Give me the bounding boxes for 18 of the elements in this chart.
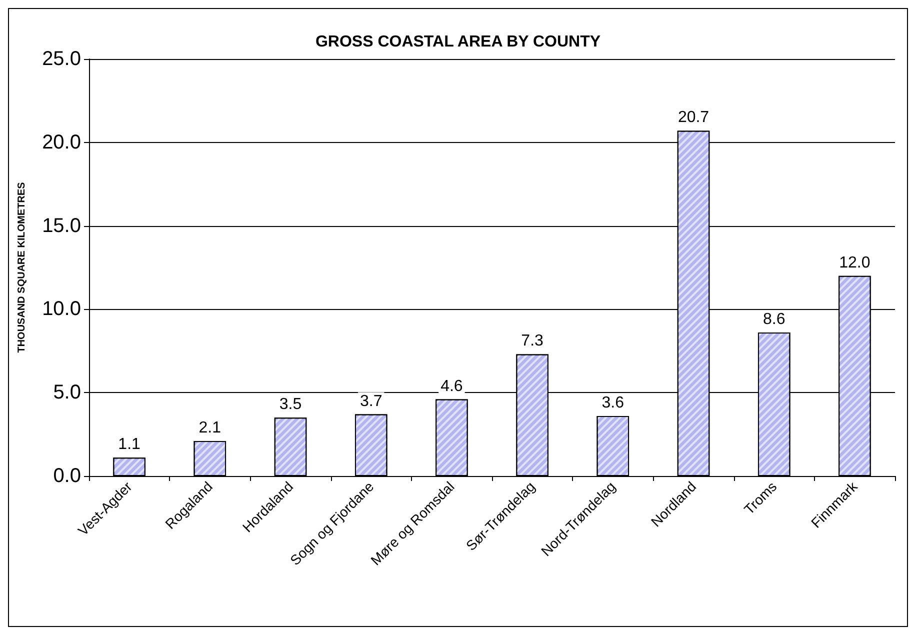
y-tick-label: 25.0: [42, 48, 81, 70]
data-label: 12.0: [839, 254, 870, 272]
y-axis-title: THOUSAND SQUARE KILOMETRES: [16, 182, 28, 353]
data-label: 8.6: [762, 311, 786, 328]
data-label: 3.6: [602, 394, 624, 412]
data-label: 3.7: [360, 392, 382, 410]
y-tick-label: 0.0: [53, 465, 81, 487]
y-tick-label: 10.0: [42, 298, 81, 320]
y-tick-label: 20.0: [42, 131, 81, 154]
data-label: 2.1: [198, 419, 222, 436]
y-tick-label: 5.0: [53, 382, 81, 404]
y-tick-label: 15.0: [42, 214, 81, 237]
data-label: 4.6: [440, 378, 463, 395]
data-label: 7.3: [521, 332, 544, 350]
data-label: 3.5: [279, 396, 302, 414]
chart-title: GROSS COASTAL AREA BY COUNTY: [315, 34, 601, 50]
data-label: 20.7: [678, 109, 710, 126]
data-label: 1.1: [118, 436, 141, 454]
